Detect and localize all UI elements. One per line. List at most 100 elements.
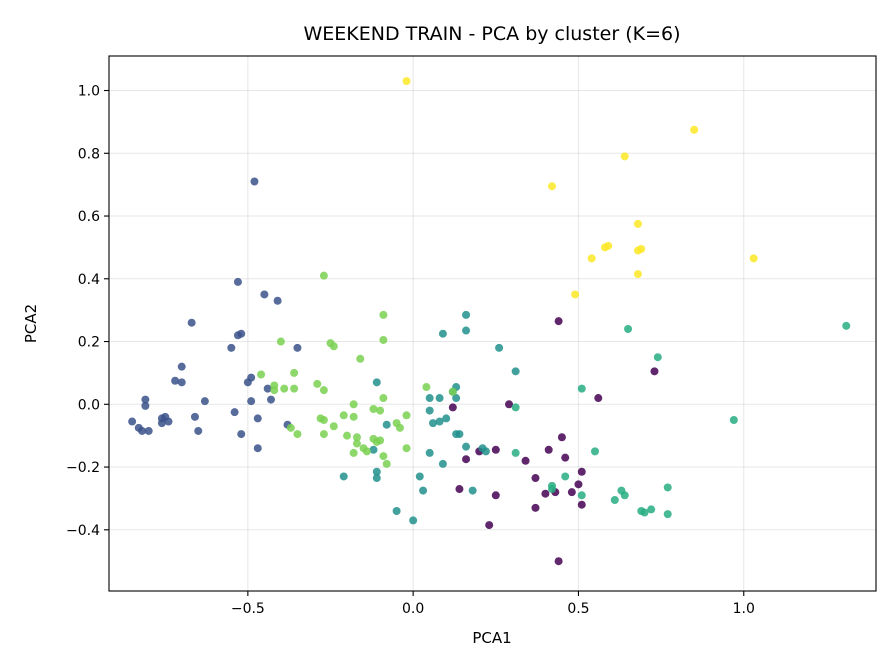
scatter-point [481, 447, 490, 456]
scatter-point [190, 412, 199, 421]
scatter-point [339, 472, 348, 481]
scatter-point [442, 414, 451, 423]
y-tick-label: 1.0 [78, 84, 100, 100]
scatter-point [253, 444, 262, 453]
scatter-point [554, 557, 563, 566]
scatter-point [435, 394, 444, 403]
scatter-point [376, 436, 385, 445]
scatter-point [293, 343, 302, 352]
scatter-point [319, 430, 328, 439]
scatter-point [402, 444, 411, 453]
y-tick-label: −0.2 [66, 460, 100, 476]
scatter-point [237, 430, 246, 439]
scatter-point [590, 447, 599, 456]
scatter-point [392, 506, 401, 515]
scatter-point [230, 408, 239, 417]
chart-title: WEEKEND TRAIN - PCA by cluster (K=6) [304, 23, 681, 45]
scatter-point [237, 329, 246, 338]
scatter-point [462, 310, 471, 319]
scatter-point [620, 491, 629, 500]
scatter-point [313, 379, 322, 388]
scatter-point [187, 318, 196, 327]
scatter-point [505, 400, 514, 409]
scatter-point [491, 445, 500, 454]
scatter-point [663, 483, 672, 492]
scatter-point [571, 290, 580, 299]
scatter-point [531, 503, 540, 512]
scatter-point [200, 397, 209, 406]
scatter-point [511, 367, 520, 376]
scatter-point [253, 414, 262, 423]
scatter-point [280, 384, 289, 393]
scatter-point [227, 343, 236, 352]
scatter-point [402, 77, 411, 86]
scatter-point [369, 405, 378, 414]
scatter-point [141, 401, 150, 410]
scatter-point [349, 412, 358, 421]
scatter-point [372, 378, 381, 387]
scatter-point [144, 426, 153, 435]
scatter-point [194, 426, 203, 435]
scatter-point [690, 125, 699, 134]
scatter-point [157, 419, 166, 428]
scatter-point [633, 270, 642, 279]
scatter-point [610, 496, 619, 505]
scatter-point [247, 397, 256, 406]
scatter-point [243, 378, 252, 387]
scatter-point [372, 474, 381, 483]
scatter-point [419, 486, 428, 495]
scatter-point [633, 219, 642, 228]
scatter-point [316, 414, 325, 423]
scatter-point [379, 394, 388, 403]
scatter-point [425, 394, 434, 403]
scatter-point [273, 296, 282, 305]
scatter-point [177, 362, 186, 371]
data-points [128, 77, 851, 566]
grid-lines [109, 56, 876, 591]
scatter-point [587, 254, 596, 263]
scatter-point [362, 447, 371, 456]
scatter-point [177, 378, 186, 387]
scatter-point [349, 448, 358, 457]
x-tick-label: 1.0 [733, 601, 755, 617]
scatter-point [640, 508, 649, 517]
scatter-point [462, 455, 471, 464]
scatter-point [577, 467, 586, 476]
scatter-point [422, 383, 431, 392]
scatter-point [372, 467, 381, 476]
scatter-point [462, 326, 471, 335]
scatter-point [171, 376, 180, 385]
scatter-point [382, 459, 391, 468]
scatter-point [647, 505, 656, 514]
scatter-point [257, 370, 266, 379]
scatter-point [561, 453, 570, 462]
scatter-point [567, 488, 576, 497]
scatter-point [729, 415, 738, 424]
scatter-point [286, 423, 295, 432]
scatter-point [250, 177, 259, 186]
scatter-point [428, 419, 437, 428]
scatter-point [594, 394, 603, 403]
scatter-point [650, 367, 659, 376]
scatter-point [452, 394, 461, 403]
scatter-point [319, 386, 328, 395]
scatter-point [379, 452, 388, 461]
scatter-point [293, 430, 302, 439]
scatter-point [548, 485, 557, 494]
y-tick-label: −0.4 [66, 523, 100, 539]
scatter-point [290, 384, 299, 393]
scatter-point [343, 431, 352, 440]
scatter-point [128, 417, 137, 426]
scatter-point [749, 254, 758, 263]
scatter-point [448, 387, 457, 396]
scatter-point [620, 152, 629, 161]
scatter-point [402, 411, 411, 420]
scatter-point [577, 500, 586, 509]
x-tick-label: 0.5 [567, 601, 589, 617]
scatter-point [395, 423, 404, 432]
scatter-point [462, 442, 471, 451]
scatter-point [382, 420, 391, 429]
axis-ticks: −0.5 0.0 0.5 1.0 −0.4 −0.2 0.0 0.2 0.4 0.6 0.8 1.0 [66, 84, 755, 617]
scatter-point [548, 182, 557, 191]
